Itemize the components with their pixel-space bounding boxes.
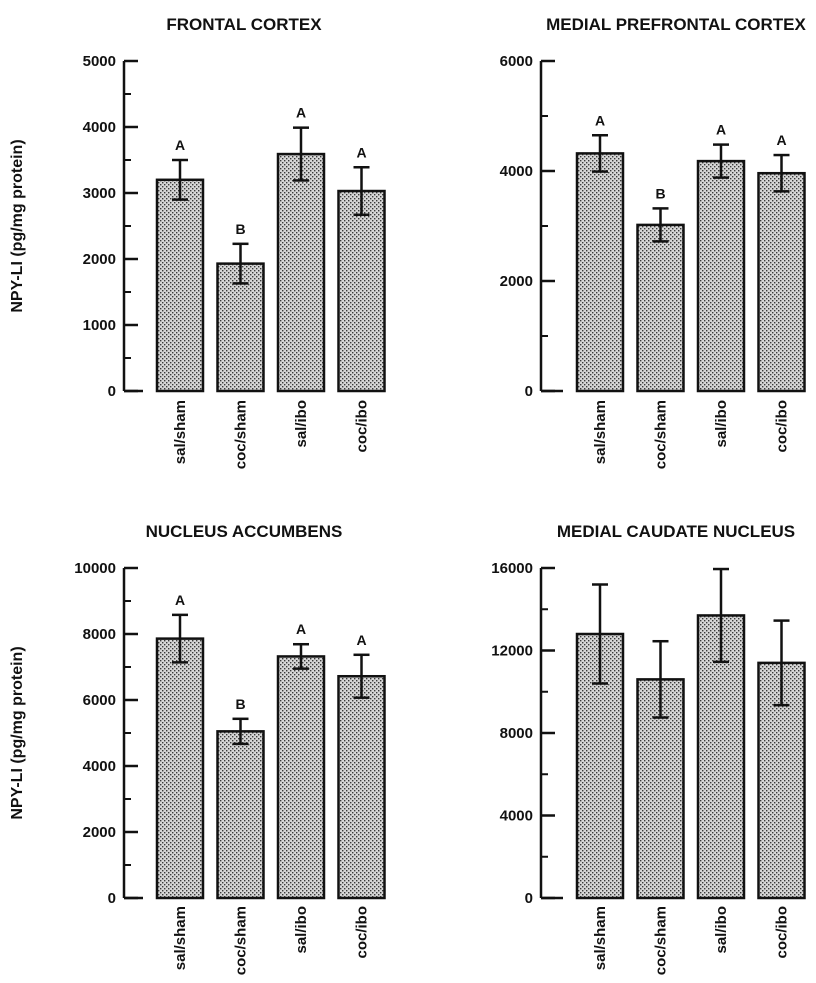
y-tick-label: 16000 — [491, 560, 533, 577]
x-tick-label: coc/sham — [233, 906, 250, 975]
y-tick-label: 1000 — [83, 317, 116, 334]
y-axis-label: NPY-LI (pg/mg protein) — [9, 139, 26, 312]
chart-title: MEDIAL PREFRONTAL CORTEX — [546, 15, 806, 34]
y-tick-label: 10000 — [74, 560, 116, 577]
y-tick-label: 4000 — [83, 758, 116, 775]
x-tick-label: coc/sham — [653, 400, 670, 469]
y-tick-label: 4000 — [83, 119, 116, 136]
y-tick-label: 0 — [108, 890, 116, 907]
y-tick-label: 2000 — [83, 251, 116, 268]
x-tick-label: sal/sham — [592, 906, 609, 970]
significance-letter: A — [776, 132, 786, 148]
significance-letter: A — [296, 621, 306, 637]
significance-letter: A — [175, 592, 185, 608]
significance-letter: B — [655, 185, 665, 201]
chart-title: NUCLEUS ACCUMBENS — [146, 522, 343, 541]
y-tick-label: 2000 — [83, 824, 116, 841]
x-tick-label: coc/ibo — [774, 400, 791, 453]
significance-letter: A — [356, 144, 366, 160]
x-tick-label: sal/sham — [592, 400, 609, 464]
chart-panel-1: MEDIAL PREFRONTAL CORTEX 0 2000 4000 6000 Asa… — [500, 15, 807, 469]
y-tick-label: 2000 — [500, 273, 533, 290]
bar — [337, 674, 386, 900]
x-tick-label: coc/sham — [653, 906, 670, 975]
y-tick-label: 12000 — [491, 643, 533, 660]
bar — [216, 262, 265, 393]
bar — [155, 178, 205, 393]
bar — [155, 637, 205, 900]
bar — [337, 189, 386, 393]
bar — [757, 171, 806, 393]
chart-panel-2: NUCLEUS ACCUMBENS NPY-LI (pg/mg protein) 0… — [9, 522, 386, 975]
y-tick-label: 5000 — [83, 53, 116, 70]
bar — [276, 152, 326, 393]
y-tick-label: 3000 — [83, 185, 116, 202]
chart-panel-0: FRONTAL CORTEX NPY-LI (pg/mg protein) 0 100… — [9, 15, 386, 469]
significance-letter: B — [235, 221, 245, 237]
bar — [636, 223, 685, 393]
significance-letter: A — [175, 137, 185, 153]
significance-letter: B — [235, 696, 245, 712]
x-tick-label: coc/ibo — [354, 400, 371, 453]
bar — [216, 730, 265, 900]
bar — [575, 152, 625, 393]
bar — [276, 655, 326, 900]
y-tick-label: 0 — [108, 383, 116, 400]
y-tick-label: 4000 — [500, 163, 533, 180]
y-tick-label: 4000 — [500, 808, 533, 825]
bar — [696, 159, 746, 393]
significance-letter: A — [296, 105, 306, 121]
y-axis-label: NPY-LI (pg/mg protein) — [9, 646, 26, 819]
x-tick-label: sal/sham — [172, 400, 189, 464]
significance-letter: A — [716, 122, 726, 138]
chart-title: FRONTAL CORTEX — [166, 15, 322, 34]
significance-letter: A — [595, 112, 605, 128]
x-tick-label: sal/sham — [172, 906, 189, 970]
y-tick-label: 8000 — [500, 725, 533, 742]
chart-title: MEDIAL CAUDATE NUCLEUS — [557, 522, 795, 541]
x-tick-label: sal/ibo — [713, 906, 730, 954]
x-tick-label: coc/ibo — [354, 906, 371, 959]
x-tick-label: coc/ibo — [774, 906, 791, 959]
significance-letter: A — [356, 632, 366, 648]
x-tick-label: sal/ibo — [293, 906, 310, 954]
x-tick-label: coc/sham — [233, 400, 250, 469]
y-tick-label: 6000 — [500, 53, 533, 70]
y-tick-label: 6000 — [83, 692, 116, 709]
x-tick-label: sal/ibo — [293, 400, 310, 448]
x-tick-label: sal/ibo — [713, 400, 730, 448]
y-tick-label: 8000 — [83, 626, 116, 643]
chart-panel-3: MEDIAL CAUDATE NUCLEUS 0 4000 8000 12000 1600… — [491, 522, 806, 975]
y-tick-label: 0 — [525, 890, 533, 907]
y-tick-label: 0 — [525, 383, 533, 400]
